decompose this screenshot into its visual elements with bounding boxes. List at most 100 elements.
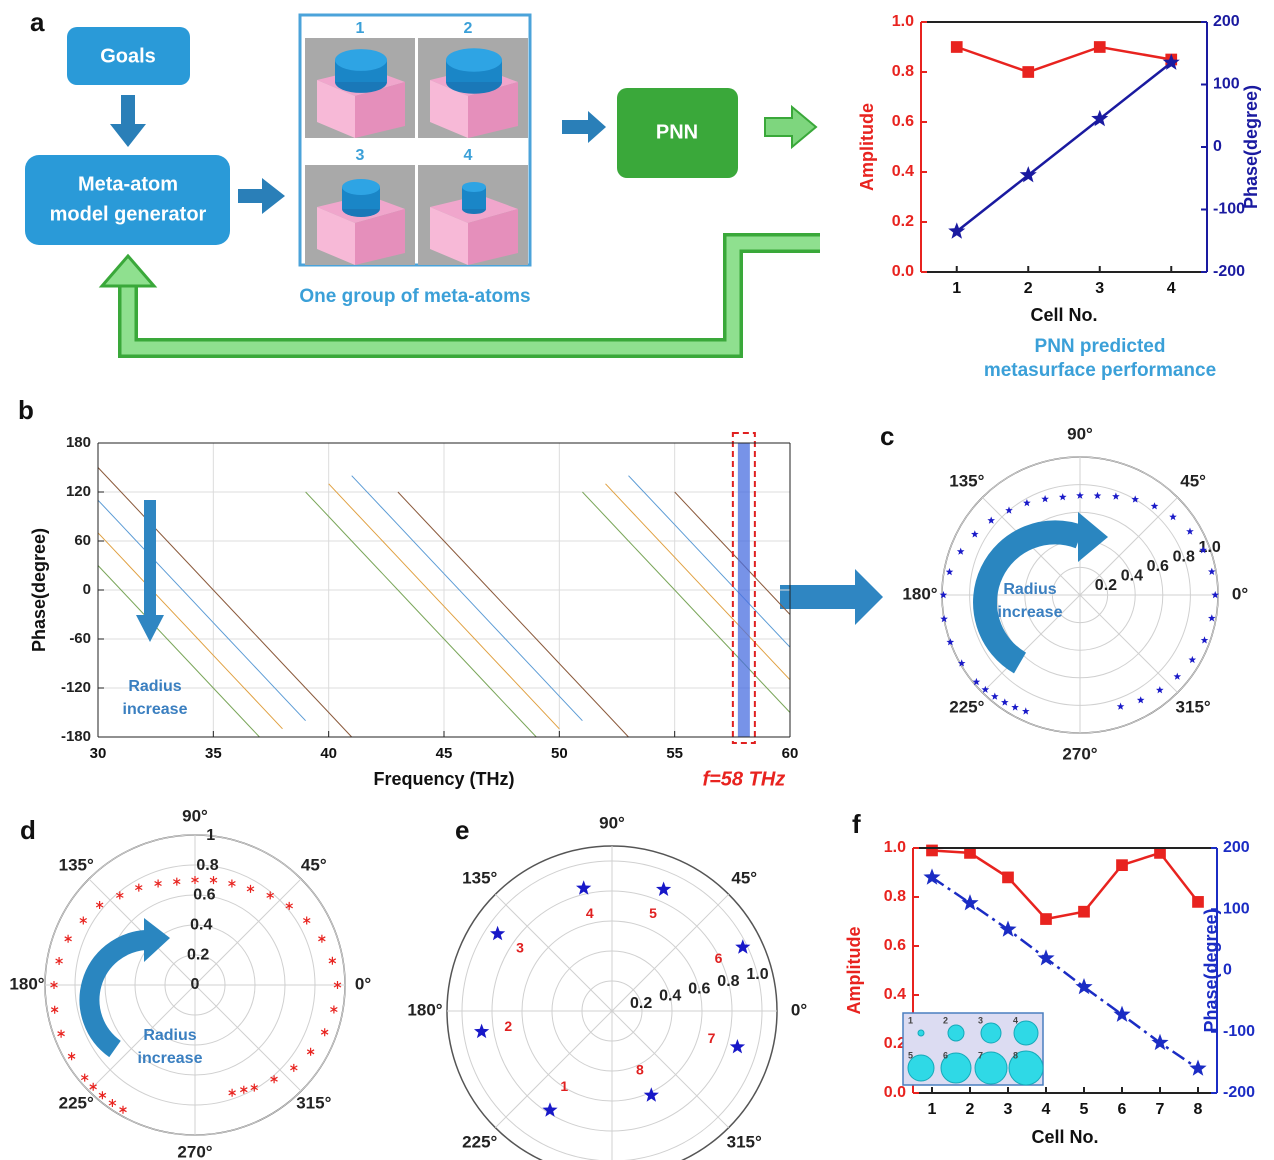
marker: [971, 530, 979, 538]
marker: [945, 568, 954, 576]
marker: [926, 844, 938, 857]
meta-atom: [418, 165, 528, 265]
x-tick-label: 4: [1167, 280, 1176, 297]
y2-tick-label: -100: [1223, 1023, 1255, 1040]
arrowhead: [1078, 512, 1108, 562]
x-tick-label: 40: [320, 745, 337, 762]
y2-axis-label: Phase(degree): [1241, 85, 1261, 209]
r-grid: [1051, 566, 1109, 624]
inset-label: 4: [1013, 1015, 1018, 1025]
x-tick-label: 60: [782, 745, 799, 762]
y2-axis-label: Phase(degree): [1201, 908, 1221, 1032]
r-grid: [581, 980, 643, 1042]
marker: [948, 222, 966, 239]
x-axis-label: Frequency (THz): [373, 769, 514, 789]
pnn-box: [617, 88, 738, 178]
marker: [1151, 1033, 1169, 1051]
inset-label: 7: [978, 1050, 983, 1060]
x-tick-label: 35: [205, 745, 222, 762]
point-label: 3: [516, 940, 524, 956]
x-tick-label: 2: [966, 1101, 975, 1118]
theta-tick-label: 135°: [462, 868, 497, 887]
theta-tick-label: 0°: [791, 1000, 807, 1019]
y-tick-label: -60: [69, 630, 91, 647]
marker: [735, 939, 751, 954]
r-grid: [104, 894, 286, 1076]
spoke: [494, 1010, 613, 1129]
r-tick-label: 0.2: [187, 946, 209, 963]
marker: [972, 677, 981, 686]
marker: [1093, 491, 1102, 499]
x-tick-label: 55: [666, 745, 683, 762]
marker: [50, 1005, 59, 1014]
y2-tick-label: -100: [1213, 201, 1245, 218]
y2-tick-label: 100: [1223, 900, 1250, 917]
group-label: One group of meta-atoms: [299, 286, 530, 307]
marker: [1116, 859, 1128, 871]
marker: [1091, 109, 1109, 127]
marker: [1022, 66, 1035, 78]
point-label: 4: [586, 905, 594, 921]
r-grid: [461, 860, 763, 1160]
theta-tick-label: 135°: [949, 471, 984, 490]
marker: [89, 1082, 97, 1091]
annotation: Radius: [1003, 581, 1056, 598]
x-tick-label: 45: [436, 745, 453, 762]
marker: [1156, 686, 1164, 694]
marker: [1150, 502, 1159, 510]
r-tick-label: 0.8: [1173, 548, 1195, 565]
box-left: [430, 207, 468, 265]
r-tick-label: 0.4: [1121, 567, 1143, 584]
annotation: Radius: [143, 1027, 196, 1044]
marker: [1075, 978, 1093, 995]
marker: [1199, 546, 1207, 554]
theta-tick-label: 315°: [296, 1093, 331, 1112]
series-line: [931, 849, 1199, 921]
box-left: [430, 80, 468, 138]
spoke: [194, 984, 302, 1092]
series-line: [97, 483, 791, 730]
arrow: [110, 95, 146, 147]
marker: [240, 1085, 248, 1094]
y-tick-label: 1.0: [892, 13, 914, 30]
arrowhead: [144, 918, 170, 962]
marker: [991, 692, 999, 700]
box-right: [468, 82, 518, 138]
cell-label: 4: [464, 147, 473, 164]
marker: [209, 876, 218, 885]
inset-label: 2: [943, 1015, 948, 1025]
generator-box: [25, 155, 230, 245]
marker: [1162, 53, 1180, 70]
theta-tick-label: 225°: [59, 1093, 94, 1112]
generator-text: Meta-atom: [78, 173, 178, 195]
marker: [67, 1052, 76, 1061]
r-tick-label: 0.4: [190, 917, 212, 934]
point-label: 5: [649, 905, 657, 921]
box-right: [355, 82, 405, 138]
inset-cell: [974, 1051, 1008, 1085]
marker: [50, 981, 58, 989]
inset-cell: [980, 1022, 1002, 1044]
marker: [333, 981, 342, 989]
box-left: [317, 80, 355, 138]
goals-text: Goals: [100, 45, 156, 67]
annotation: increase: [123, 701, 188, 718]
r-tick-label: 0.2: [630, 995, 652, 1012]
marker: [119, 1105, 127, 1114]
marker: [328, 956, 337, 965]
y2-tick-label: 0: [1213, 138, 1222, 155]
marker: [270, 1075, 278, 1084]
marker: [1078, 905, 1090, 918]
annotation: Radius: [128, 678, 181, 695]
y-tick-label: -180: [61, 728, 91, 745]
marker: [939, 591, 948, 599]
marker: [318, 934, 326, 943]
arrow: [136, 500, 164, 642]
marker: [1211, 591, 1219, 599]
series-line: [956, 61, 1173, 233]
r-tick-label: 0.8: [196, 857, 218, 874]
x-tick-label: 30: [90, 745, 107, 762]
theta-tick-label: 90°: [1067, 424, 1093, 443]
cell-label: 1: [356, 20, 365, 37]
theta-tick-label: 270°: [177, 1142, 212, 1160]
